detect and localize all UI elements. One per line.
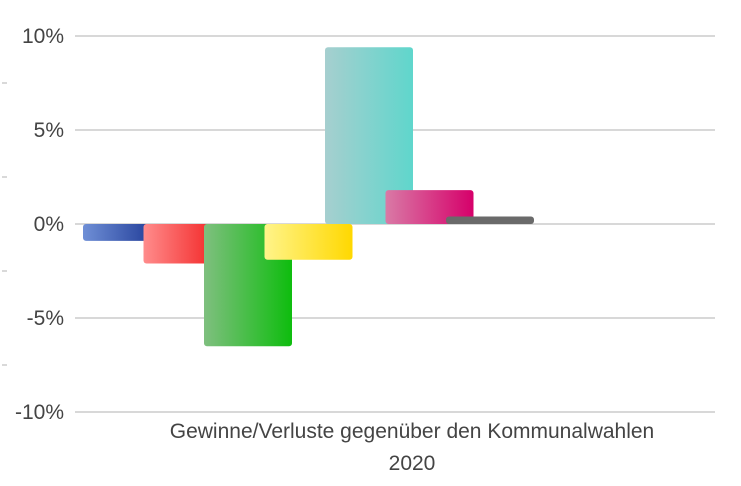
bar xyxy=(264,224,353,260)
x-axis-label-line-1: Gewinne/Verluste gegenüber den Kommunalw… xyxy=(170,420,655,443)
y-tick-label: 0% xyxy=(34,213,64,236)
y-axis-ticks: 10% 5% 0% -5% -10% xyxy=(2,25,64,424)
y-tick-label: -10% xyxy=(15,401,64,424)
y-tick-label: 5% xyxy=(34,119,64,142)
bar xyxy=(385,190,474,224)
bars xyxy=(83,47,534,347)
bar xyxy=(325,47,413,224)
bar xyxy=(446,216,534,224)
y-tick-label: 10% xyxy=(22,25,64,48)
y-tick-label: -5% xyxy=(27,307,64,330)
x-axis-label-line-2: 2020 xyxy=(389,452,436,475)
